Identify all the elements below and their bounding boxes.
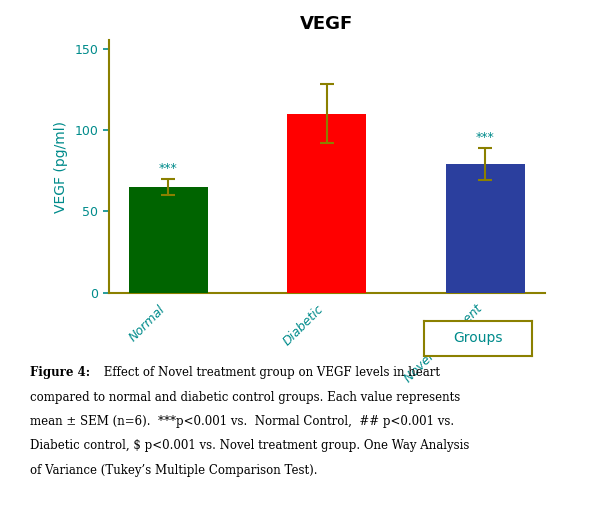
Text: Effect of Novel treatment group on VEGF levels in heart: Effect of Novel treatment group on VEGF … bbox=[100, 366, 440, 379]
Text: ***: *** bbox=[159, 162, 178, 175]
Y-axis label: VEGF (pg/ml): VEGF (pg/ml) bbox=[54, 121, 68, 213]
Text: mean ± SEM (n=6).  ***p<0.001 vs.  Normal Control,  ## p<0.001 vs.: mean ± SEM (n=6). ***p<0.001 vs. Normal … bbox=[30, 415, 454, 428]
Text: Diabetic control, $ p<0.001 vs. Novel treatment group. One Way Analysis: Diabetic control, $ p<0.001 vs. Novel tr… bbox=[30, 439, 469, 452]
Text: ***: *** bbox=[476, 131, 494, 144]
Bar bbox=[287, 114, 366, 293]
Bar bbox=[129, 187, 208, 293]
Text: Figure 4:: Figure 4: bbox=[30, 366, 90, 379]
Text: Groups: Groups bbox=[453, 331, 503, 345]
Text: of Variance (Tukey’s Multiple Comparison Test).: of Variance (Tukey’s Multiple Comparison… bbox=[30, 464, 318, 477]
Text: compared to normal and diabetic control groups. Each value represents: compared to normal and diabetic control … bbox=[30, 391, 460, 405]
Title: VEGF: VEGF bbox=[300, 15, 353, 33]
Bar bbox=[445, 164, 525, 293]
